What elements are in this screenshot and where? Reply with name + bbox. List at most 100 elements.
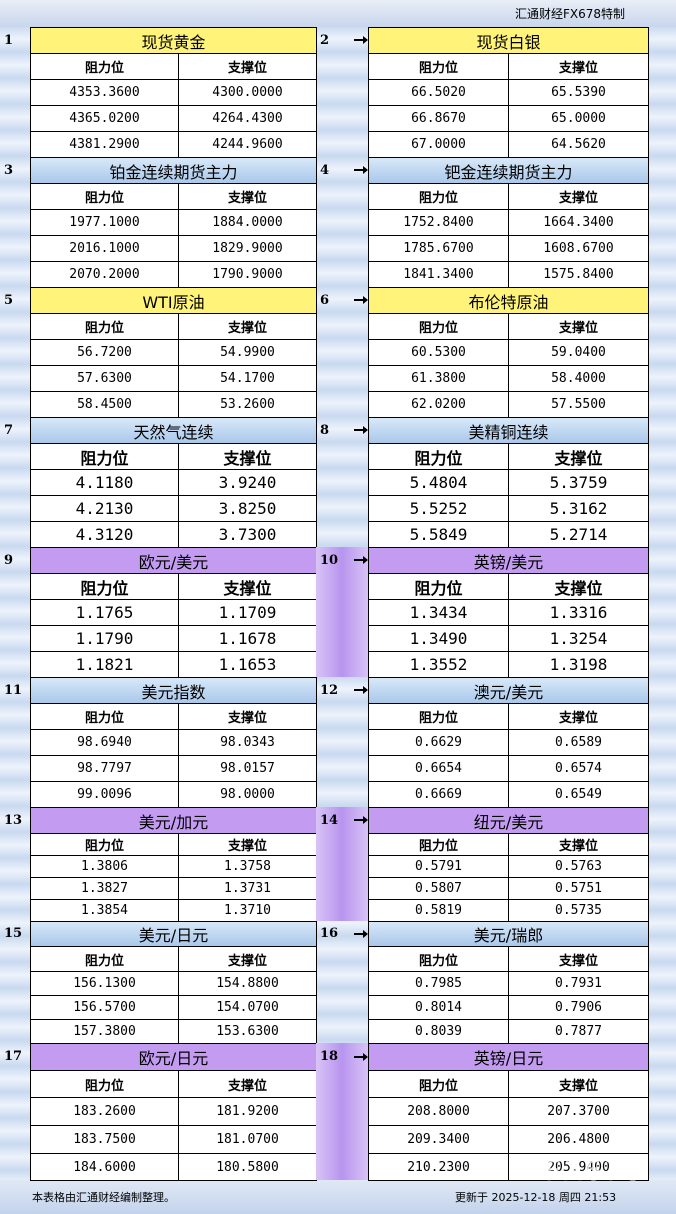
column-header: 支撑位 [508, 833, 649, 856]
price-cell: 65.0000 [508, 105, 649, 132]
price-cell: 210.2300 [368, 1153, 509, 1181]
footer-note: 本表格由汇通财经编制整理。 [32, 1191, 175, 1204]
column-header: 支撑位 [178, 833, 317, 856]
price-cell: 156.5700 [30, 995, 179, 1020]
price-cell: 0.7931 [508, 971, 649, 996]
price-cell: 0.6589 [508, 729, 649, 756]
price-cell: 1977.1000 [30, 209, 179, 236]
price-cell: 98.6940 [30, 729, 179, 756]
price-cell: 1.3806 [30, 855, 179, 878]
price-cell: 2070.2000 [30, 261, 179, 288]
block-title: 美元/日元 [30, 921, 317, 947]
block-number: 14 [320, 812, 339, 828]
price-cell: 0.5807 [368, 877, 509, 900]
price-cell: 60.5300 [368, 339, 509, 366]
column-header: 阻力位 [30, 946, 179, 972]
column-header: 支撑位 [508, 313, 649, 340]
price-cell: 3.9240 [178, 469, 317, 496]
block-number: 1 [4, 32, 14, 48]
price-cell: 66.8670 [368, 105, 509, 132]
price-cell: 64.5620 [508, 131, 649, 158]
price-cell: 3.8250 [178, 495, 317, 522]
column-header: 阻力位 [368, 703, 509, 730]
middle-band [316, 807, 368, 921]
price-cell: 1829.9000 [178, 235, 317, 262]
arrow-icon [354, 166, 368, 174]
block-title: 美元/加元 [30, 807, 317, 834]
price-cell: 5.5849 [368, 521, 509, 548]
price-cell: 4.3120 [30, 521, 179, 548]
price-cell: 1.3854 [30, 899, 179, 922]
price-cell: 56.7200 [30, 339, 179, 366]
price-cell: 67.0000 [368, 131, 509, 158]
column-header: 阻力位 [30, 313, 179, 340]
price-cell: 0.5791 [368, 855, 509, 878]
arrow-icon [354, 686, 368, 694]
price-cell: 0.6669 [368, 781, 509, 808]
price-cell: 1.3434 [368, 599, 509, 626]
price-cell: 0.5819 [368, 899, 509, 922]
block-title: 美元指数 [30, 677, 317, 704]
price-cell: 1752.8400 [368, 209, 509, 236]
block-number: 8 [320, 422, 330, 438]
price-cell: 1664.3400 [508, 209, 649, 236]
price-cell: 1.1821 [30, 651, 179, 678]
block-title: WTI原油 [30, 287, 317, 314]
price-cell: 54.1700 [178, 365, 317, 392]
footer-updated: 更新于 2025-12-18 周四 21:53 [455, 1191, 617, 1204]
price-cell: 98.7797 [30, 755, 179, 782]
price-cell: 184.6000 [30, 1153, 179, 1181]
price-cell: 4264.4300 [178, 105, 317, 132]
block-title: 纽元/美元 [368, 807, 649, 834]
footer-bar [0, 1180, 676, 1214]
price-cell: 98.0343 [178, 729, 317, 756]
block-title: 美元/瑞郎 [368, 921, 649, 947]
header-bar [0, 0, 676, 27]
block-title: 铂金连续期货主力 [30, 157, 317, 184]
column-header: 阻力位 [368, 53, 509, 80]
block-title: 布伦特原油 [368, 287, 649, 314]
column-header: 支撑位 [178, 573, 317, 600]
price-cell: 59.0400 [508, 339, 649, 366]
column-header: 阻力位 [368, 1070, 509, 1098]
column-header: 阻力位 [30, 53, 179, 80]
price-cell: 1841.3400 [368, 261, 509, 288]
price-cell: 208.8000 [368, 1097, 509, 1126]
price-cell: 99.0096 [30, 781, 179, 808]
price-cell: 1.3254 [508, 625, 649, 652]
column-header: 阻力位 [368, 573, 509, 600]
middle-band [316, 547, 368, 677]
block-number: 7 [4, 422, 14, 438]
column-header: 支撑位 [178, 183, 317, 210]
column-header: 阻力位 [30, 183, 179, 210]
price-cell: 1.1678 [178, 625, 317, 652]
price-cell: 1.3710 [178, 899, 317, 922]
block-title: 英镑/日元 [368, 1043, 649, 1071]
price-cell: 0.6574 [508, 755, 649, 782]
price-cell: 1608.6700 [508, 235, 649, 262]
block-number: 5 [4, 292, 14, 308]
price-cell: 53.2600 [178, 391, 317, 418]
block-title: 现货黄金 [30, 27, 317, 54]
price-cell: 0.6654 [368, 755, 509, 782]
block-title: 钯金连续期货主力 [368, 157, 649, 184]
block-title: 美精铜连续 [368, 417, 649, 444]
price-cell: 1.1653 [178, 651, 317, 678]
block-number: 11 [4, 682, 23, 698]
block-number: 9 [4, 552, 14, 568]
column-header: 支撑位 [508, 946, 649, 972]
price-cell: 0.7985 [368, 971, 509, 996]
block-title: 英镑/美元 [368, 547, 649, 574]
block-number: 16 [320, 926, 339, 941]
price-cell: 4244.9600 [178, 131, 317, 158]
column-header: 阻力位 [368, 313, 509, 340]
column-header: 支撑位 [508, 443, 649, 470]
price-cell: 1.3827 [30, 877, 179, 900]
price-cell: 98.0000 [178, 781, 317, 808]
block-number: 2 [320, 32, 330, 48]
column-header: 阻力位 [368, 183, 509, 210]
column-header: 阻力位 [30, 573, 179, 600]
price-cell: 61.3800 [368, 365, 509, 392]
price-cell: 153.6300 [178, 1019, 317, 1044]
arrow-icon [354, 556, 368, 564]
